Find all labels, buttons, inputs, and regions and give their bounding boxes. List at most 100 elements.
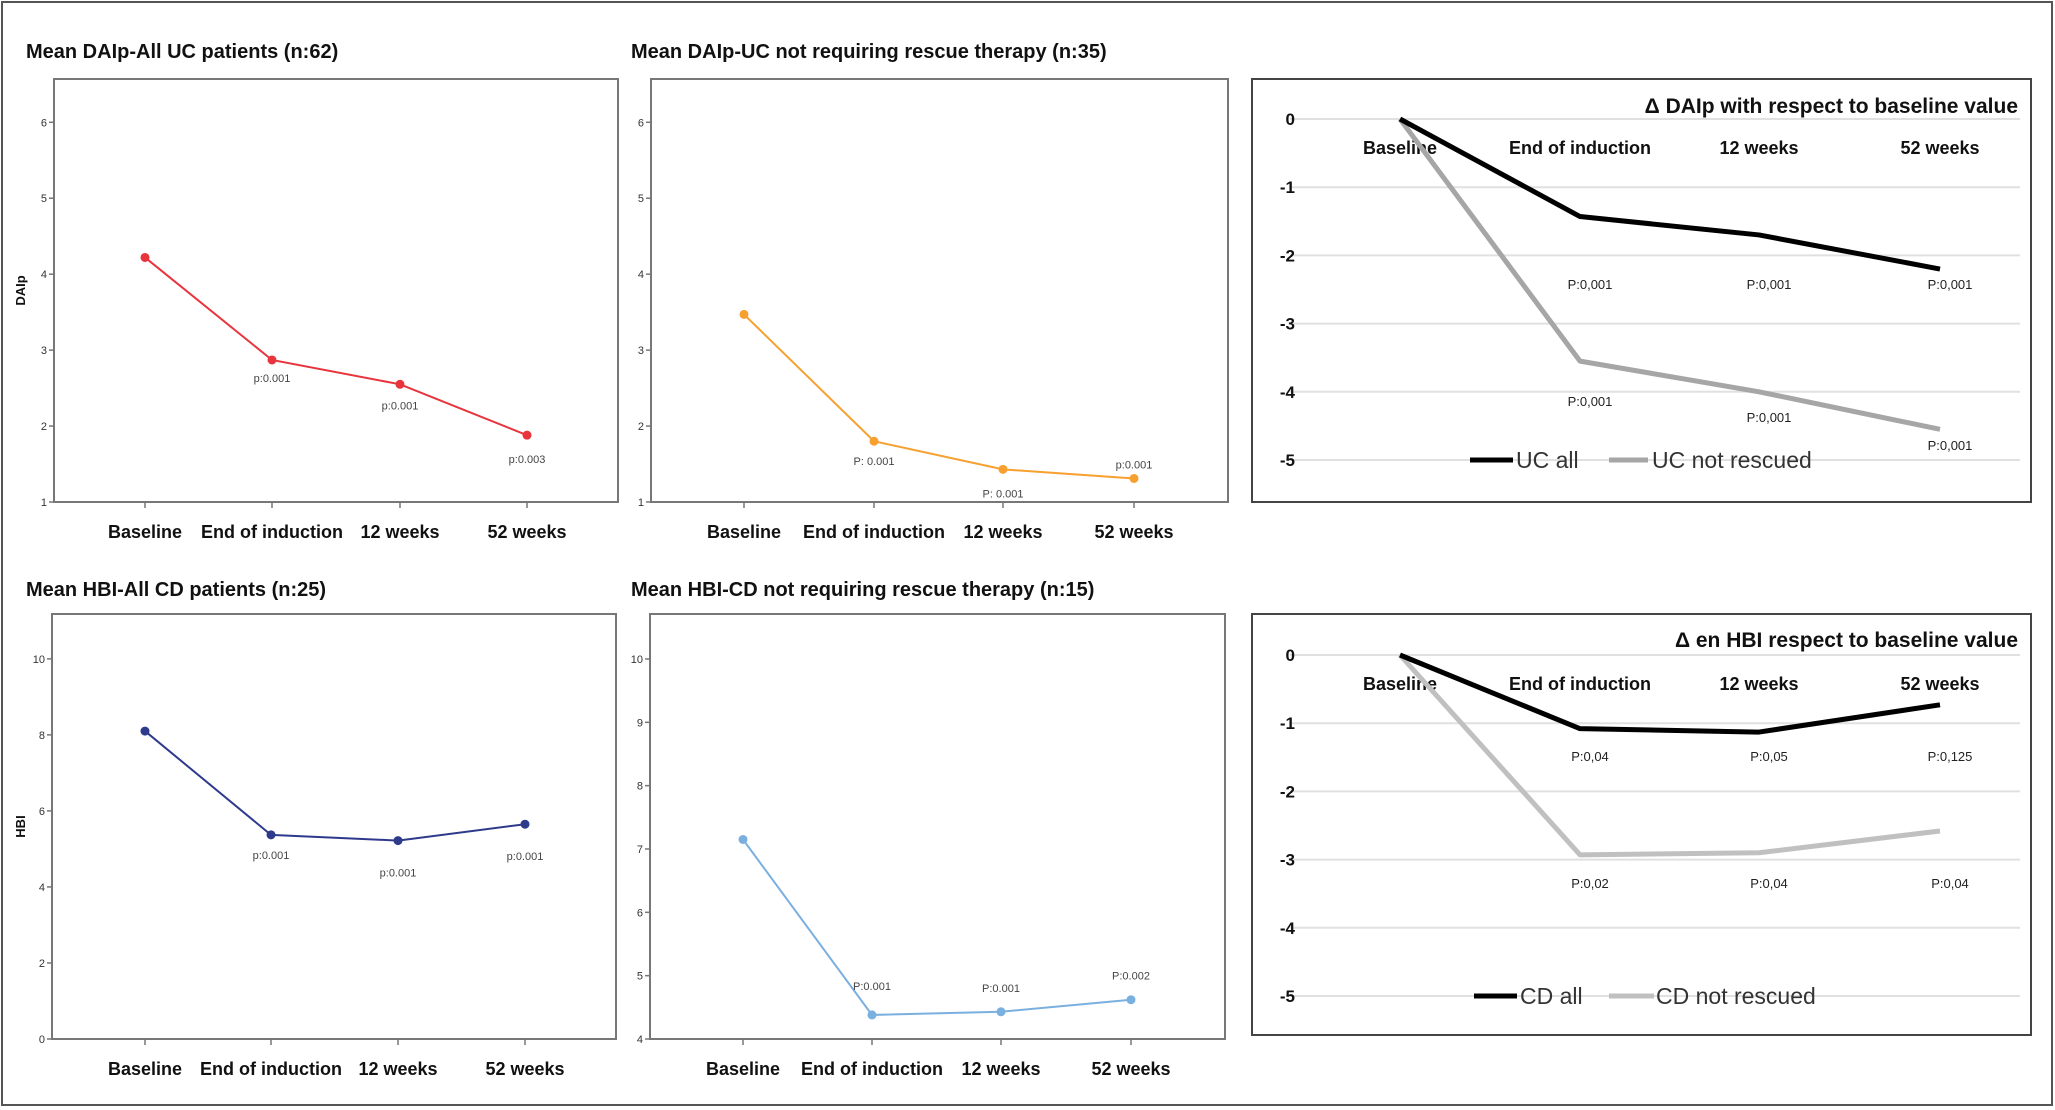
data-point xyxy=(393,836,403,846)
p-value-label: P:0.001 xyxy=(982,983,1020,995)
x-tick-label: Baseline xyxy=(108,522,182,542)
y-tick-label: 4 xyxy=(638,269,644,281)
data-point xyxy=(140,726,150,736)
p-value-label: P:0,04 xyxy=(1571,749,1609,764)
data-point xyxy=(738,834,748,844)
x-tick-label: 52 weeks xyxy=(485,1059,564,1079)
chart-panel-1: Mean DAIp-UC not requiring rescue therap… xyxy=(631,41,1229,542)
series-line xyxy=(743,313,1135,480)
y-tick-label: 7 xyxy=(637,844,643,856)
series-line xyxy=(144,256,528,437)
p-value-label: P:0,04 xyxy=(1931,876,1969,891)
y-tick-label: 1 xyxy=(638,497,644,509)
y-tick-label: 2 xyxy=(41,421,47,433)
series-line xyxy=(144,730,526,842)
y-tick-label: 2 xyxy=(638,421,644,433)
p-value-label: P:0,001 xyxy=(1747,410,1792,425)
data-point xyxy=(1129,473,1139,483)
y-tick-label: 0 xyxy=(1286,646,1295,665)
p-value-label: P: 0.001 xyxy=(983,488,1024,500)
y-tick-label: 3 xyxy=(41,345,47,357)
p-value-label: P: 0.001 xyxy=(854,456,895,468)
x-tick-label: 12 weeks xyxy=(961,1059,1040,1079)
p-value-label: P:0.001 xyxy=(853,981,891,993)
data-point xyxy=(867,1010,877,1020)
data-point xyxy=(395,379,405,389)
y-tick-label: 2 xyxy=(39,958,45,970)
y-tick-label: 0 xyxy=(1286,110,1295,129)
p-value-label: P:0,001 xyxy=(1568,277,1613,292)
y-tick-label: -3 xyxy=(1280,315,1295,334)
data-point xyxy=(522,430,532,440)
plot-frame xyxy=(649,613,1226,1040)
p-value-label: P:0,05 xyxy=(1750,749,1788,764)
legend-label: UC all xyxy=(1516,447,1579,473)
y-tick-label: 4 xyxy=(637,1034,643,1046)
y-tick-label: -5 xyxy=(1280,987,1295,1006)
y-tick-label: -1 xyxy=(1280,714,1295,733)
data-point xyxy=(996,1007,1006,1017)
x-tick-label: Baseline xyxy=(108,1059,182,1079)
data-point xyxy=(998,464,1008,474)
data-point xyxy=(869,436,879,446)
p-value-label: P:0,04 xyxy=(1750,876,1788,891)
y-tick-label: 4 xyxy=(39,882,45,894)
y-tick-label: 10 xyxy=(631,654,643,666)
x-tick-label: 52 weeks xyxy=(1094,522,1173,542)
y-tick-label: 0 xyxy=(39,1034,45,1046)
p-value-label: p:0.003 xyxy=(509,454,546,466)
p-value-label: P:0,125 xyxy=(1928,749,1973,764)
x-category-label: 52 weeks xyxy=(1900,138,1979,158)
series-line xyxy=(742,838,1132,1016)
y-tick-label: 6 xyxy=(638,117,644,129)
x-tick-label: 12 weeks xyxy=(358,1059,437,1079)
x-tick-label: Baseline xyxy=(707,522,781,542)
y-axis-label: HBI xyxy=(13,815,28,837)
y-tick-label: -3 xyxy=(1280,851,1295,870)
p-value-label: P:0,001 xyxy=(1928,438,1973,453)
chart-panel-0: Mean DAIp-All UC patients (n:62) 1 2 3 4 5 6 DA… xyxy=(13,41,619,542)
x-tick-label: 12 weeks xyxy=(360,522,439,542)
x-tick-label: 52 weeks xyxy=(487,522,566,542)
chart-panel-2: 0 -1 -2 -3 -4 -5 Δ DAIp with respect to baseli… xyxy=(1251,78,2032,503)
y-tick-label: 5 xyxy=(637,971,643,983)
chart-title: Mean HBI-All CD patients (n:25) xyxy=(26,579,326,601)
x-tick-label: 52 weeks xyxy=(1091,1059,1170,1079)
p-value-label: P:0,001 xyxy=(1747,277,1792,292)
data-point xyxy=(266,830,276,840)
x-category-label: End of induction xyxy=(1509,138,1651,158)
y-tick-label: 6 xyxy=(39,806,45,818)
plot-frame xyxy=(51,613,617,1040)
y-tick-label: -4 xyxy=(1280,919,1296,938)
plot-frame xyxy=(1251,78,2032,503)
y-tick-label: 4 xyxy=(41,269,47,281)
x-tick-label: End of induction xyxy=(801,1059,943,1079)
chart-title: Mean DAIp-All UC patients (n:62) xyxy=(26,41,338,63)
p-value-label: P:0.002 xyxy=(1112,971,1150,983)
y-tick-label: 9 xyxy=(637,717,643,729)
plot-frame xyxy=(53,78,619,503)
y-tick-label: 8 xyxy=(39,730,45,742)
chart-title: Δ en HBI respect to baseline value xyxy=(1675,629,2018,652)
p-value-label: p:0.001 xyxy=(380,868,417,880)
x-tick-label: Baseline xyxy=(706,1059,780,1079)
x-tick-label: End of induction xyxy=(803,522,945,542)
series-line-1 xyxy=(1398,653,1941,858)
legend-label: CD not rescued xyxy=(1656,983,1816,1009)
x-category-label: 12 weeks xyxy=(1719,138,1798,158)
y-tick-label: 8 xyxy=(637,781,643,793)
y-tick-label: -2 xyxy=(1280,782,1295,801)
y-tick-label: 1 xyxy=(41,497,47,509)
data-point xyxy=(739,309,749,319)
y-tick-label: -2 xyxy=(1280,246,1295,265)
plot-frame xyxy=(650,78,1229,503)
x-tick-label: End of induction xyxy=(201,522,343,542)
data-point xyxy=(1126,995,1136,1005)
chart-title: Mean HBI-CD not requiring rescue therapy… xyxy=(631,579,1094,601)
y-tick-label: 6 xyxy=(637,907,643,919)
p-value-label: P:0,001 xyxy=(1928,277,1973,292)
legend-label: CD all xyxy=(1520,983,1583,1009)
y-tick-label: -4 xyxy=(1280,383,1296,402)
series-line-0 xyxy=(1398,116,1941,272)
